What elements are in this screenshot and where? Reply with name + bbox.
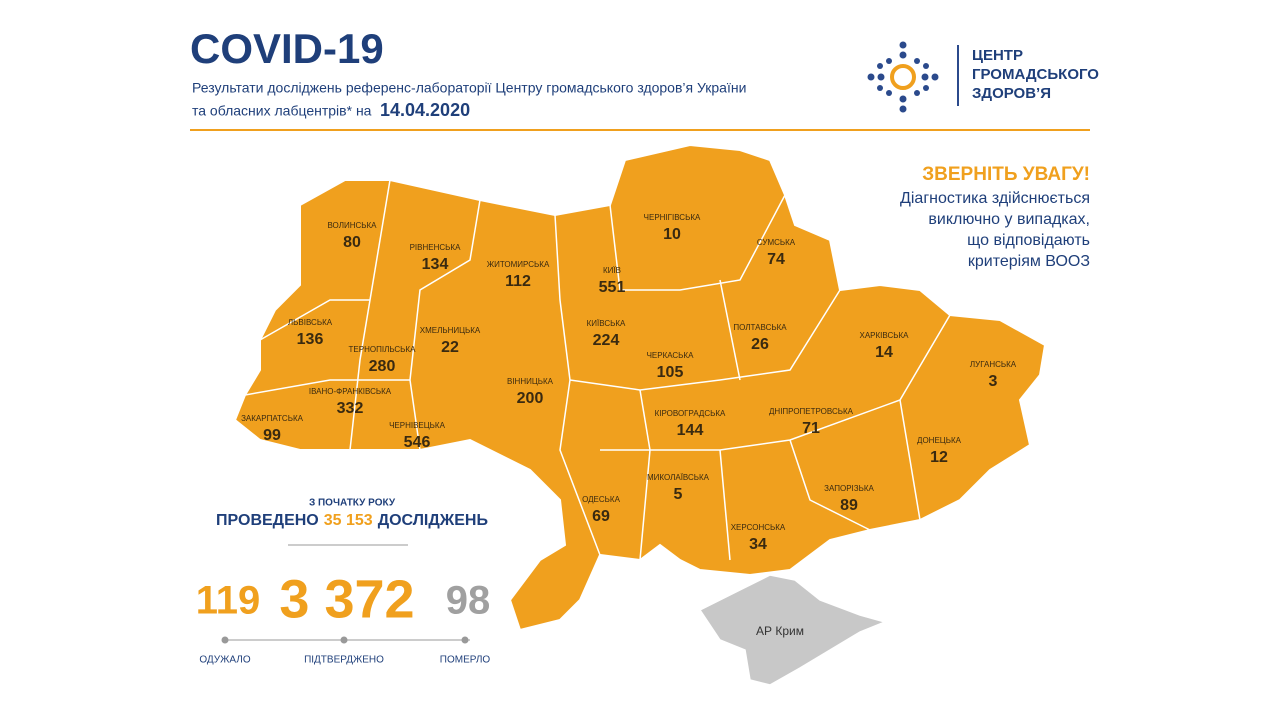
region-name: ХЕРСОНСЬКА [731, 523, 786, 532]
region-name: ДНІПРОПЕТРОВСЬКА [769, 407, 854, 416]
region-value: 280 [369, 358, 396, 375]
total-label: ПОМЕРЛО [440, 655, 491, 666]
tests-line: ПРОВЕДЕНО 35 153 ДОСЛІДЖЕНЬ [216, 512, 488, 529]
region-value: 112 [505, 273, 531, 290]
total-dot [221, 636, 229, 644]
region-name: ХАРКІВСЬКА [860, 331, 910, 340]
region-value: 22 [441, 339, 459, 356]
region-name: ЖИТОМИРСЬКА [487, 260, 550, 269]
notice-line: що відповідають [967, 232, 1090, 249]
region-value: 12 [930, 449, 948, 466]
logo-mark [867, 41, 939, 113]
region-name: ЛЬВІВСЬКА [288, 318, 333, 327]
region-value: 89 [840, 497, 858, 514]
region-name: СУМСЬКА [757, 238, 796, 247]
region-name: ТЕРНОПІЛЬСЬКА [349, 345, 417, 354]
region-value: 144 [677, 422, 704, 439]
region-name: РІВНЕНСЬКА [410, 243, 461, 252]
region-name: ВОЛИНСЬКА [327, 221, 377, 230]
region-value: 74 [767, 251, 785, 268]
region-value: 5 [674, 486, 683, 503]
region-name: ЗАКАРПАТСЬКА [241, 414, 304, 423]
region-value: 14 [875, 344, 893, 361]
region-name: МИКОЛАЇВСЬКА [647, 473, 710, 482]
region-name: КИЇВСЬКА [587, 319, 626, 328]
region-name: ЛУГАНСЬКА [970, 360, 1017, 369]
region-name: ОДЕСЬКА [582, 495, 620, 504]
region-value: 69 [592, 508, 610, 525]
region-value: 10 [663, 226, 681, 243]
region-name: ЗАПОРІЗЬКА [824, 484, 874, 493]
region-value: 26 [751, 336, 769, 353]
region-name: ЧЕРНІВЕЦЬКА [389, 421, 446, 430]
region-value: 200 [517, 390, 544, 407]
title: COVID-19 [190, 25, 384, 72]
tests-count: 35 153 [324, 512, 373, 529]
region-name: ПОЛТАВСЬКА [733, 323, 787, 332]
region-name: ВІННИЦЬКА [507, 377, 554, 386]
region-name: ЧЕРКАСЬКА [647, 351, 695, 360]
region-value: 99 [263, 427, 281, 444]
region-borders [244, 179, 951, 561]
notice-line: виключно у випадках, [928, 211, 1090, 228]
tests-caption: З ПОЧАТКУ РОКУ [309, 498, 396, 509]
region-value: 134 [422, 256, 449, 273]
total-dot [461, 636, 469, 644]
tests-suffix: ДОСЛІДЖЕНЬ [378, 512, 488, 529]
notice-line: Діагностика здійснюється [900, 190, 1090, 207]
crimea-shape [698, 574, 888, 686]
map [233, 143, 1047, 686]
total-value: 119 [196, 579, 261, 623]
ukraine-shape [233, 143, 1047, 632]
region-value: 3 [989, 373, 998, 390]
logo-text: ЦЕНТР [972, 47, 1023, 64]
total-value: 3 372 [279, 569, 414, 629]
subtitle: Результати досліджень референс-лаборатор… [192, 80, 746, 96]
region-value: 71 [802, 420, 820, 437]
total-value: 98 [446, 579, 491, 623]
notice-title: ЗВЕРНІТЬ УВАГУ! [922, 164, 1090, 185]
logo-text: ЗДОРОВ’Я [972, 85, 1051, 102]
crimea-label: АР Крим [756, 624, 804, 638]
tests-prefix: ПРОВЕДЕНО [216, 512, 319, 529]
region-value: 80 [343, 234, 361, 251]
region-name: ДОНЕЦЬКА [917, 436, 962, 445]
notice-line: критеріям ВООЗ [968, 253, 1090, 270]
region-name: ЧЕРНІГІВСЬКА [644, 213, 701, 222]
logo-text: ГРОМАДСЬКОГО [972, 66, 1099, 83]
region-value: 136 [297, 331, 324, 348]
region-name: КИЇВ [603, 266, 621, 275]
date: 14.04.2020 [380, 100, 470, 120]
subtitle: та обласних лабцентрів* на [192, 103, 372, 119]
total-label: ПІДТВЕРДЖЕНО [304, 655, 384, 666]
region-value: 105 [657, 364, 684, 381]
region-value: 551 [599, 279, 626, 296]
region-name: ХМЕЛЬНИЦЬКА [420, 326, 481, 335]
region-name: КІРОВОГРАДСЬКА [655, 409, 726, 418]
total-dot [340, 636, 348, 644]
region-value: 546 [404, 434, 431, 451]
region-value: 332 [337, 400, 364, 417]
region-value: 34 [749, 536, 767, 553]
region-value: 224 [593, 332, 620, 349]
region-name: ІВАНО-ФРАНКІВСЬКА [309, 387, 392, 396]
total-label: ОДУЖАЛО [199, 655, 250, 666]
